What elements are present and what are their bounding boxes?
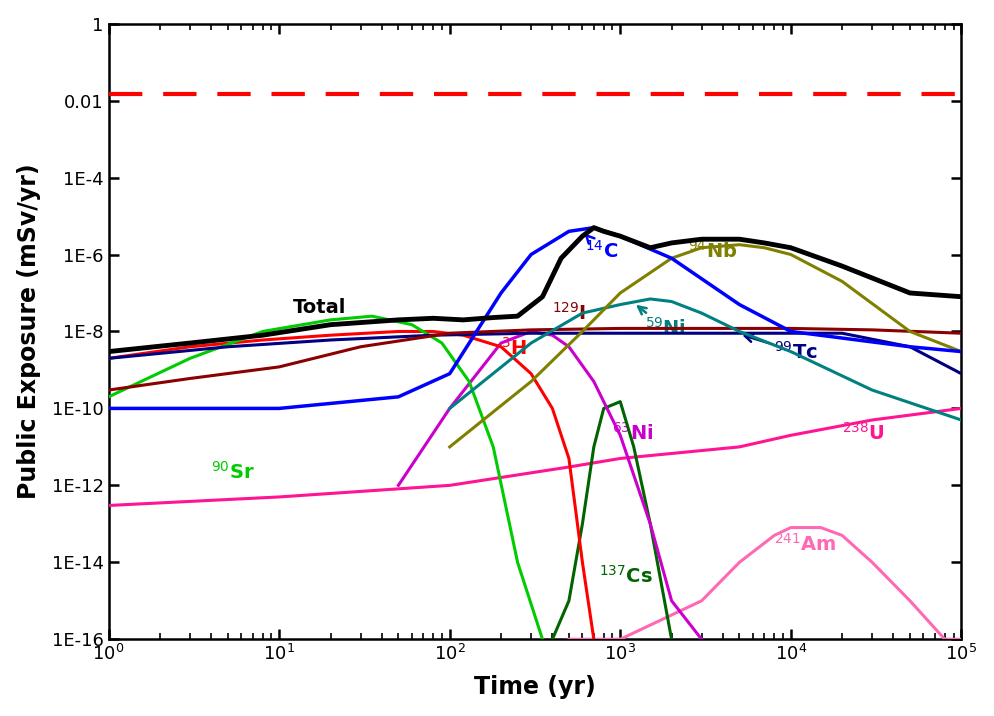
Text: $^{59}$Ni: $^{59}$Ni [638,306,686,339]
Text: $^{241}$Am: $^{241}$Am [774,533,837,555]
Text: $^{238}$U: $^{238}$U [842,422,885,444]
Text: $^{63}$Ni: $^{63}$Ni [612,422,654,444]
Text: Total: Total [292,298,346,317]
Text: $^{94}$Nb: $^{94}$Nb [688,241,738,262]
Text: $^{137}$Cs: $^{137}$Cs [599,564,653,586]
Text: $^{3}$H: $^{3}$H [501,337,527,359]
Y-axis label: Public Exposure (mSv/yr): Public Exposure (mSv/yr) [17,164,41,499]
X-axis label: Time (yr): Time (yr) [474,675,595,700]
Text: $^{129}$I: $^{129}$I [553,302,586,324]
Text: $^{99}$Tc: $^{99}$Tc [745,334,818,362]
Text: $^{14}$C: $^{14}$C [584,235,618,262]
Text: $^{90}$Sr: $^{90}$Sr [212,460,255,483]
